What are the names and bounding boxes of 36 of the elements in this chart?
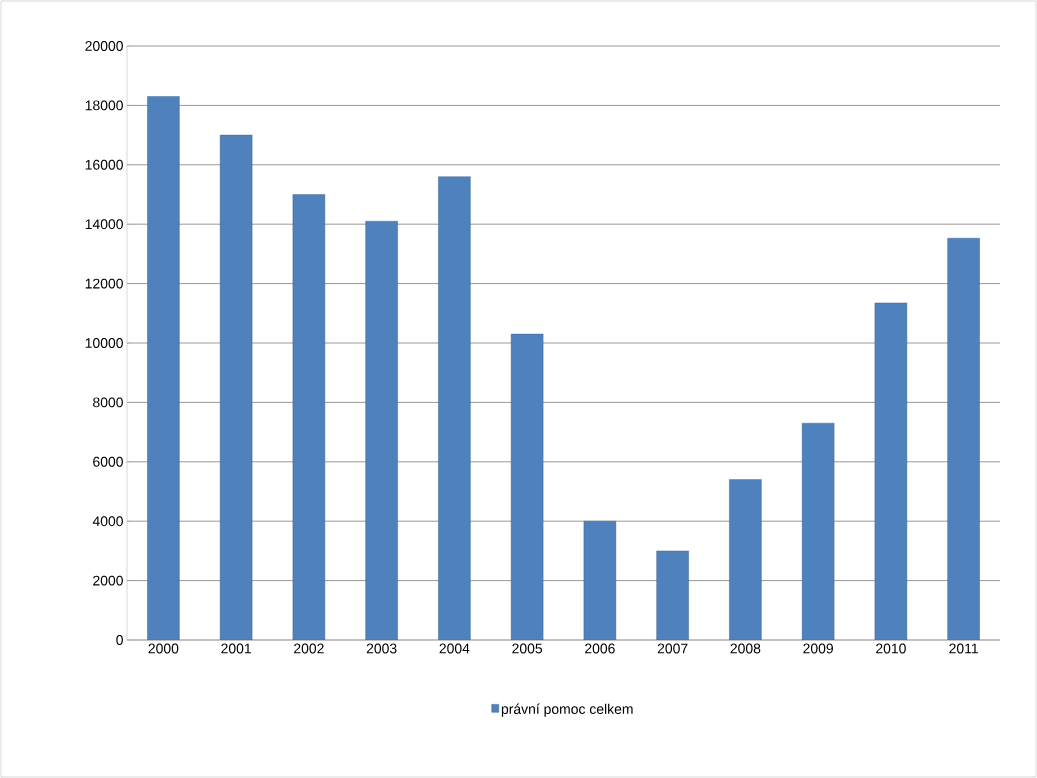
bar bbox=[656, 550, 689, 640]
x-tick-label: 2007 bbox=[657, 643, 688, 654]
x-tick-label: 2003 bbox=[366, 643, 397, 654]
x-tick-label: 2004 bbox=[439, 643, 470, 654]
y-tick-label: 10000 bbox=[85, 338, 123, 348]
y-tick-label: 14000 bbox=[85, 219, 123, 230]
bar bbox=[365, 221, 398, 640]
x-tick-label: 2006 bbox=[585, 643, 615, 654]
legend-label: právní pomoc celkem bbox=[501, 703, 633, 717]
bar bbox=[510, 333, 544, 640]
y-tick-label: 4000 bbox=[92, 516, 123, 527]
bar bbox=[947, 237, 980, 640]
y-tick-label: 0 bbox=[116, 635, 123, 645]
bar bbox=[801, 422, 835, 640]
y-tick-label: 6000 bbox=[93, 456, 123, 467]
x-tick-label: 2010 bbox=[876, 643, 906, 654]
x-tick-label: 2005 bbox=[512, 643, 543, 654]
bar bbox=[583, 521, 617, 640]
x-tick-label: 2002 bbox=[294, 643, 324, 654]
bar bbox=[874, 302, 908, 640]
x-tick-label: 2011 bbox=[949, 643, 978, 654]
x-tick-label: 2009 bbox=[803, 643, 833, 654]
bar bbox=[219, 134, 253, 640]
y-tick-label: 20000 bbox=[85, 41, 123, 51]
bar bbox=[729, 479, 762, 640]
x-tick-label: 2000 bbox=[148, 643, 179, 654]
y-tick-label: 8000 bbox=[93, 397, 123, 408]
y-tick-label: 2000 bbox=[93, 575, 123, 586]
x-tick-label: 2001 bbox=[221, 643, 251, 654]
bar bbox=[147, 96, 180, 640]
bar bbox=[438, 176, 471, 640]
y-tick-label: 16000 bbox=[85, 159, 123, 170]
y-tick-label: 18000 bbox=[85, 100, 123, 111]
x-tick-label: 2008 bbox=[730, 643, 761, 654]
y-tick-label: 12000 bbox=[85, 278, 123, 289]
bar bbox=[292, 194, 326, 640]
